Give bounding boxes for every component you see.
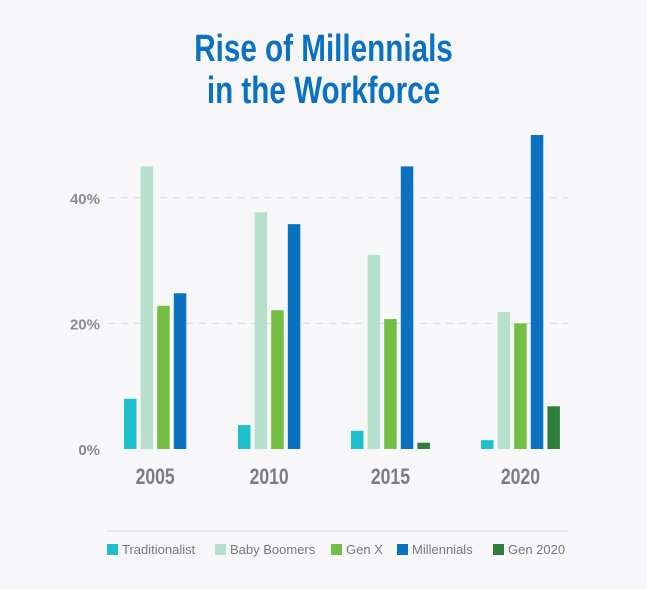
bar-baby-boomers-2010 (254, 212, 268, 449)
bar-traditionalist-2015 (351, 430, 364, 449)
bar-gen-x-2005 (157, 305, 170, 449)
bar-gen-2020-2020 (547, 406, 560, 449)
legend-label: Gen X (346, 542, 383, 557)
bar-millennials-2015 (400, 166, 414, 449)
x-tick-label: 2015 (371, 465, 410, 489)
legend-label: Baby Boomers (230, 542, 316, 557)
y-tick-label: 40% (70, 191, 100, 208)
legend-label: Millennials (412, 542, 473, 557)
legend-swatch-icon (493, 544, 504, 555)
y-tick-label: 0% (78, 442, 100, 459)
chart-title: Rise of Millennials in the Workforce (71, 28, 576, 112)
x-tick-label: 2020 (501, 465, 540, 489)
x-tick-label: 2005 (136, 465, 175, 489)
bar-baby-boomers-2020 (497, 312, 511, 449)
bar-baby-boomers-2015 (367, 254, 381, 449)
chart-title-line-2: in the Workforce (206, 70, 441, 112)
bar-traditionalist-2020 (481, 440, 494, 449)
bar-traditionalist-2010 (238, 425, 251, 449)
legend-swatch-icon (397, 544, 408, 555)
chart-title-line-1: Rise of Millennials (194, 28, 453, 70)
bar-gen-x-2015 (384, 319, 397, 449)
legend-swatch-icon (215, 544, 226, 555)
legend-swatch-icon (331, 544, 342, 555)
x-tick-label: 2010 (250, 465, 289, 489)
bar-gen-x-2020 (514, 323, 527, 449)
legend-label: Gen 2020 (508, 542, 565, 557)
bar-baby-boomers-2005 (140, 166, 154, 449)
bar-millennials-2010 (287, 224, 301, 449)
bar-traditionalist-2005 (124, 398, 137, 449)
y-tick-label: 20% (70, 316, 100, 333)
bar-gen-2020-2015 (417, 442, 430, 449)
legend-swatch-icon (107, 544, 118, 555)
bar-millennials-2020 (530, 135, 544, 449)
legend-label: Traditionalist (122, 542, 196, 557)
bar-gen-x-2010 (271, 310, 284, 449)
bar-millennials-2005 (173, 293, 187, 449)
